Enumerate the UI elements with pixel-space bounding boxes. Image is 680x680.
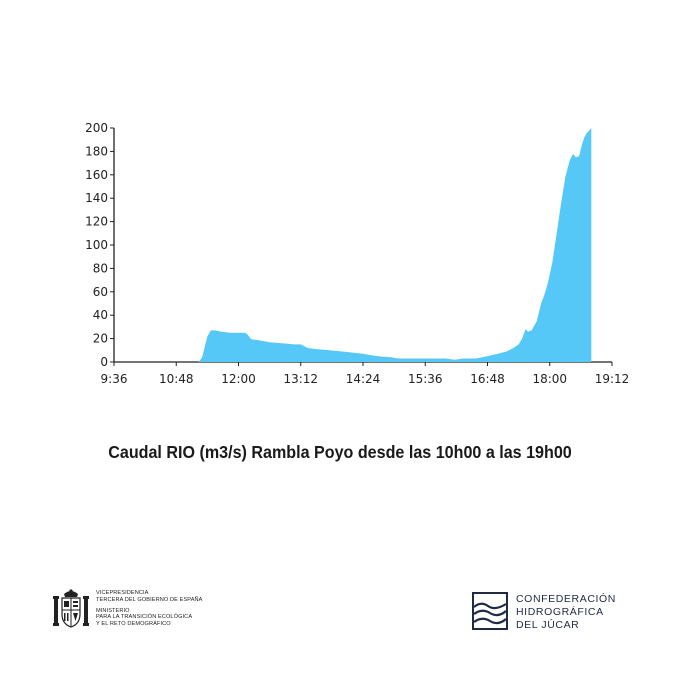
chj-line-1: CONFEDERACIÓN (516, 593, 616, 605)
y-tick-label: 0 (100, 355, 108, 369)
x-axis: 9:36 10:48 12:00 13:12 14:24 15:36 16:48 18:00 1… (101, 361, 630, 386)
x-tick-label: 12:00 (221, 372, 256, 386)
gov-government-text: TERCERA DEL GOBIERNO DE ESPAÑA (96, 597, 203, 603)
y-tick-label: 160 (85, 168, 108, 182)
x-tick-label: 16:48 (470, 372, 505, 386)
x-tick-label: 9:36 (101, 372, 128, 386)
flow-area-series (134, 128, 592, 362)
x-tick-label: 18:00 (532, 372, 567, 386)
chj-line-3: DEL JÚCAR (516, 619, 580, 631)
x-tick-label: 15:36 (408, 372, 443, 386)
y-tick-label: 140 (85, 191, 108, 205)
y-tick-label: 100 (85, 238, 108, 252)
y-tick-label: 80 (93, 261, 108, 275)
gov-logo: VICEPRESIDENCIA TERCERA DEL GOBIERNO DE … (52, 588, 252, 634)
chart-title: Caudal RIO (m3/s) Rambla Poyo desde las … (108, 442, 572, 462)
x-tick-label: 14:24 (346, 372, 381, 386)
y-tick-label: 200 (85, 121, 108, 135)
y-tick-label: 40 (93, 308, 108, 322)
gov-ministry-text: MINISTERIO PARA LA TRANSICIÓN ECOLÓGICA … (96, 608, 193, 627)
x-tick-label: 10:48 (159, 372, 194, 386)
chart: 0 20 40 60 80 100 120 140 160 180 200 9:36 10:48 12:… (85, 121, 630, 386)
y-tick-label: 180 (85, 144, 108, 158)
y-tick-label: 60 (93, 285, 108, 299)
y-tick-label: 120 (85, 215, 108, 229)
x-tick-label: 19:12 (595, 372, 630, 386)
y-tick-label: 20 (93, 332, 108, 346)
chj-logo: CONFEDERACIÓN HIDROGRÁFICA DEL JÚCAR (472, 590, 632, 634)
waves-icon (472, 592, 508, 630)
chj-line-2: HIDROGRÁFICA (516, 606, 604, 618)
gov-vicepresidency-text: VICEPRESIDENCIA (96, 590, 149, 596)
y-axis: 0 20 40 60 80 100 120 140 160 180 200 (85, 121, 115, 369)
spain-coat-of-arms-icon (53, 589, 89, 628)
x-tick-label: 13:12 (283, 372, 318, 386)
